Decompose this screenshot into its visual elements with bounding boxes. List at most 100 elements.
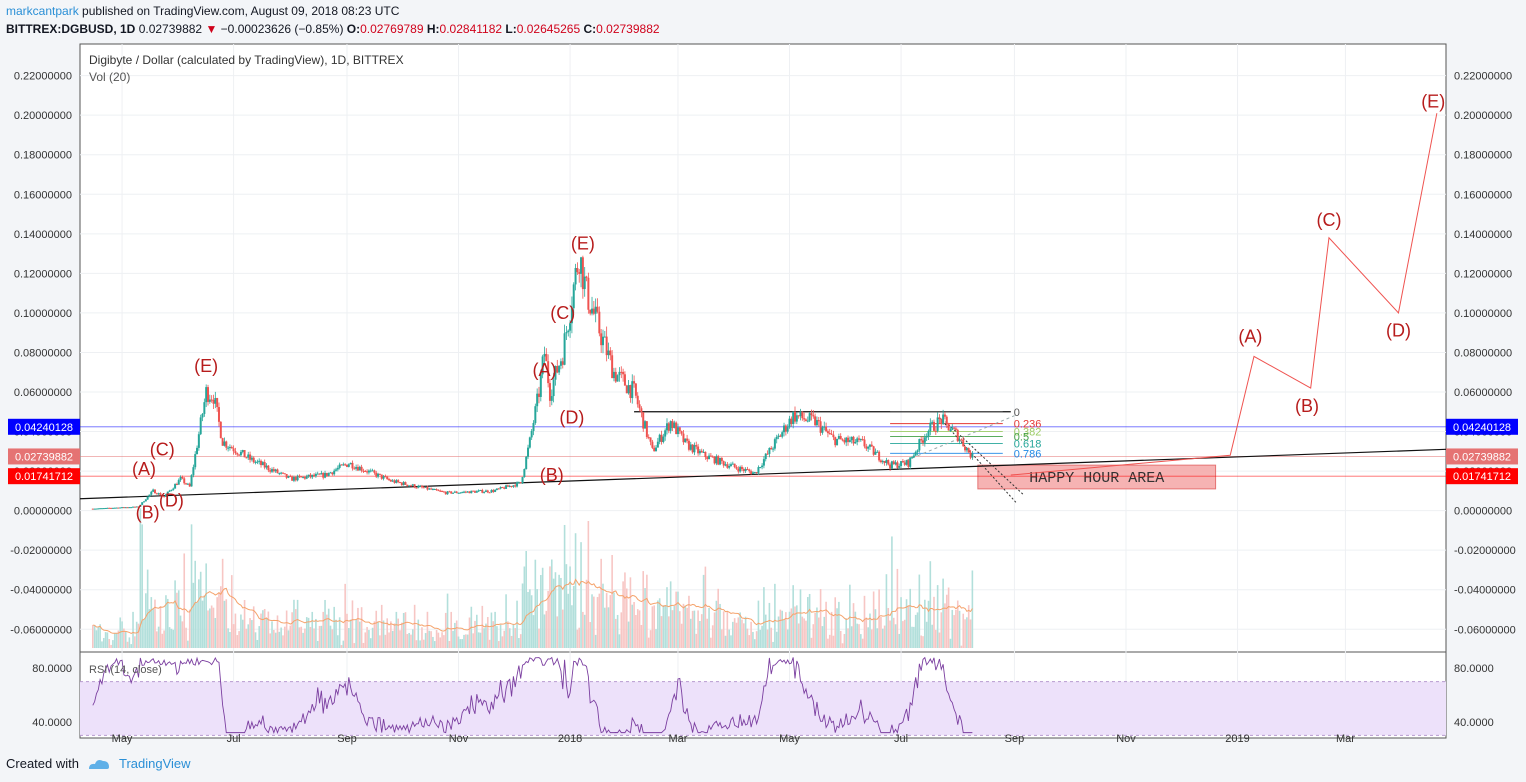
volume-bar [759,629,762,648]
price-chart[interactable]: HAPPY HOUR AREA00.2360.3820.50.6180.786 … [0,40,1526,782]
candle-body [576,267,579,273]
candle-body [667,423,670,431]
candle-body [592,308,595,314]
volume-bar [238,631,240,648]
forecast-path [1010,113,1438,476]
candle-body [969,452,972,458]
volume-bar [424,633,427,648]
volume-bar [368,630,370,648]
volume-bar [949,638,952,648]
candle-body [775,436,778,440]
candle-body [484,490,487,492]
volume-bar [966,617,968,648]
candle-body [552,379,555,397]
candle-body [133,506,136,508]
volume-bar [494,611,496,648]
volume-bar [834,597,837,648]
candle-body [951,427,954,430]
candle-body [854,441,857,444]
volume-bar [532,615,535,648]
volume-bar [902,621,904,648]
candle-body [556,365,559,373]
candle-body [867,446,870,449]
volume-bar [657,600,659,648]
candle-body [905,460,908,465]
candle-body [311,474,314,478]
candle-body [380,474,383,479]
volume-bar [609,595,612,648]
candle-body [291,476,294,481]
candle-body [583,276,586,290]
tradingview-brand-link[interactable]: TradingView [118,756,191,771]
candle-body [517,481,520,483]
volume-bar [128,637,131,648]
candle-body [294,476,297,481]
candle-body [872,446,875,455]
volume-bar [234,613,237,648]
volume-bar [313,628,315,648]
volume-bar [284,626,286,648]
volume-bar [735,622,738,648]
candle-body [784,425,787,432]
candle-body [388,479,391,481]
candle-body [841,439,844,441]
candle-body [329,472,332,474]
x-tick-label: May [779,733,800,745]
volume-bar [269,633,271,648]
candle-body [541,356,544,375]
volume-bar [291,612,293,648]
y-tick-right: 0.12000000 [1454,268,1512,280]
candle-body [258,460,261,462]
candle-body [190,475,193,487]
candle-body [150,491,153,495]
grid [80,44,1446,738]
volume-bar [486,617,489,648]
candle-body [186,483,189,485]
candle-body [927,431,930,437]
candle-body [369,470,372,472]
volume-bar [797,623,800,648]
volume-bar [145,593,147,648]
tradingview-cloud-icon [88,759,109,769]
candle-body [847,437,850,442]
candle-body [631,381,634,399]
author-link[interactable]: markcantpark [6,4,79,18]
volume-bar [188,609,191,648]
candle-body [934,430,937,432]
candle-body [748,469,751,472]
candle-body [746,469,749,471]
y-tick-left: 0.22000000 [14,71,72,83]
candle-body [521,477,524,484]
candle-body [225,441,228,448]
volume-bar [755,631,758,648]
y-tick-left: 0.12000000 [14,268,72,280]
candle-body [424,486,427,488]
candle-body [697,446,700,454]
volume-bar [938,632,941,648]
candle-body [486,490,489,493]
candle-body [907,460,910,467]
rsi-label: RSI (14, close) [89,664,162,676]
candle-body [435,489,438,491]
volume-bar [507,621,509,648]
candle-body [762,459,765,466]
volume-bar [437,632,440,648]
volume-bar [240,614,242,648]
candle-body [848,440,851,442]
candle-body [464,491,467,493]
volume-bar [305,617,308,648]
candle-body [477,490,480,492]
x-tick-label: Sep [1005,733,1025,745]
volume-bar [600,558,602,648]
candle-body [623,374,626,386]
volume-bar [216,597,218,648]
volume-bar [955,609,957,648]
candle-body [183,478,186,484]
candle-body [821,427,824,433]
volume-bar [944,603,946,648]
candle-body [506,485,509,487]
candle-body [146,496,149,500]
candle-body [845,437,848,443]
candle-body [585,276,588,278]
volume-bar [377,621,379,648]
